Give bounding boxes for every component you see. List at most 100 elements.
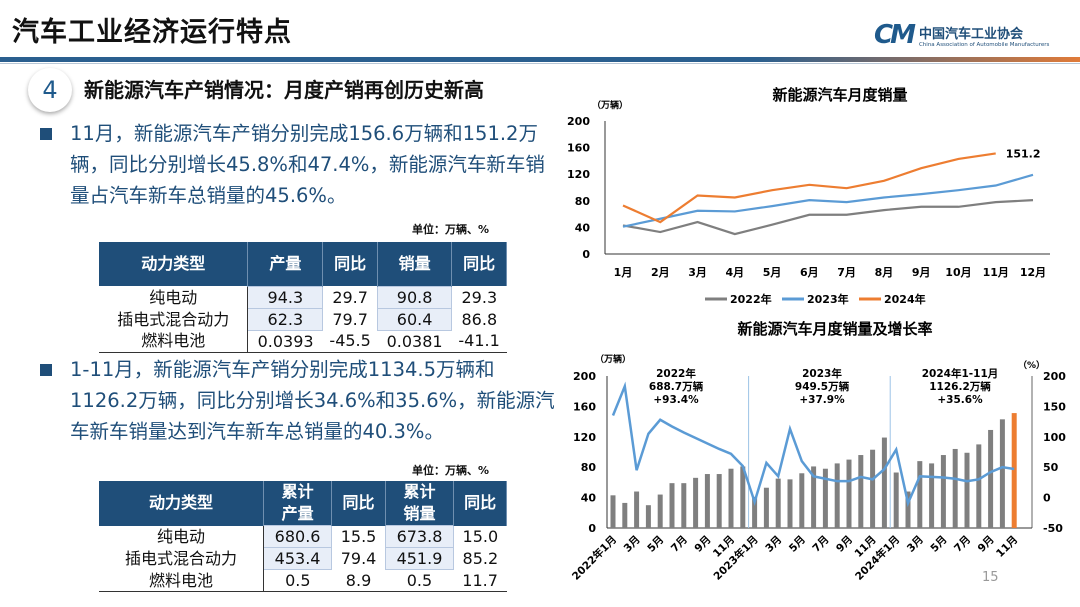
- series-line-2023年: [622, 173, 1034, 228]
- bar: [964, 452, 970, 528]
- table-header: 同比: [331, 481, 386, 526]
- series-line-2024年: [622, 152, 996, 224]
- table-header: 动力类型: [99, 242, 249, 286]
- x-tick-label: 7月: [669, 534, 690, 555]
- table-row: 插电式混合动力 453.4 79.4 451.9 85.2: [99, 547, 507, 570]
- table-cell: 15.5: [340, 527, 377, 546]
- table-cell: 453.4: [262, 547, 333, 570]
- bar: [822, 468, 828, 528]
- year-annotation: +93.4%: [653, 394, 699, 406]
- year-annotation: 688.7万辆: [649, 380, 704, 393]
- x-tick-label: 3月: [622, 534, 643, 555]
- y2-tick-label: 200: [1043, 370, 1066, 383]
- table-header: 累计 销量: [385, 481, 455, 526]
- bar: [858, 455, 864, 528]
- table-cell: -41.1: [451, 330, 507, 353]
- table-cell: 11.7: [453, 569, 507, 592]
- table-row: 燃料电池 0.5 8.9 0.5 11.7: [99, 569, 507, 592]
- table-cell: 29.7: [332, 287, 368, 307]
- header-divider-thin: [0, 63, 1080, 64]
- year-annotation: 949.5万辆: [795, 380, 850, 393]
- bar: [657, 494, 663, 528]
- table-cell: 0.0393: [247, 330, 323, 353]
- table-cell: 燃料电池: [99, 330, 249, 353]
- section-title: 新能源汽车产销情况：月度产销再创历史新高: [84, 74, 484, 103]
- table-header: 产量: [247, 242, 324, 286]
- x-tick-label: 7月: [810, 534, 831, 555]
- year-annotation: 2023年: [802, 367, 842, 380]
- table-cell: 15.0: [462, 527, 499, 546]
- y-tick-label: 200: [567, 115, 590, 128]
- bar: [1011, 413, 1017, 528]
- x-tick-label: 12月: [1020, 266, 1046, 279]
- bar: [929, 463, 935, 528]
- year-annotation: 2022年: [656, 367, 696, 380]
- x-tick-label: 7月: [837, 266, 856, 279]
- table-cell: 79.4: [340, 549, 377, 568]
- y2-tick-label: 100: [1043, 431, 1066, 444]
- bullet-square-icon: [40, 128, 52, 140]
- x-tick-label: 10月: [945, 266, 971, 279]
- bullet-2-text: 1-11月，新能源汽车产销分别完成1134.5万辆和1126.2万辆，同比分别增…: [70, 358, 555, 443]
- chart-sales-growth: 新能源汽车月度销量及增长率 （万辆） （%） 0 40 80 120 160 200 -50 0 50…: [569, 320, 1066, 583]
- table-cell: 680.6: [262, 525, 333, 548]
- bar: [834, 463, 840, 528]
- section-subtitle: 月度产销再创历史新高: [284, 78, 484, 102]
- x-tick-label: 9月: [912, 266, 931, 279]
- y2-tick-label: -50: [1043, 522, 1063, 535]
- page-number: 15: [982, 570, 999, 585]
- table-row: 纯电动 680.6 15.5 673.8 15.0: [99, 525, 507, 548]
- bar: [846, 459, 852, 528]
- table-cell: 8.9: [331, 569, 386, 592]
- legend-label: 2023年: [807, 292, 849, 306]
- bar: [811, 466, 817, 528]
- bar: [917, 461, 923, 528]
- bar: [740, 466, 746, 528]
- bar: [669, 483, 675, 528]
- legend-label: 2024年: [884, 292, 926, 306]
- table-cell: 0.5: [385, 569, 454, 592]
- table-row: 纯电动 94.3 29.7 90.8 29.3: [99, 285, 507, 309]
- table-header: 累计 产量: [263, 481, 333, 526]
- table-header: 销量: [377, 242, 453, 286]
- table-cell: 85.2: [462, 549, 499, 568]
- bar: [787, 479, 793, 528]
- x-tick-label: 6月: [800, 266, 819, 279]
- bar: [645, 505, 651, 528]
- y2-tick-label: 50: [1043, 461, 1059, 474]
- bar: [728, 468, 734, 528]
- bar: [622, 502, 628, 528]
- bar: [976, 444, 982, 528]
- year-annotation: +35.6%: [937, 394, 983, 406]
- y-axis-label: （万辆）: [592, 99, 628, 111]
- bar: [952, 448, 958, 528]
- table-cell: 纯电动: [99, 525, 264, 548]
- caam-logo: CM 中国汽车工业协会 China Association of Automob…: [874, 20, 1049, 50]
- table-cell: 60.4: [377, 307, 453, 331]
- y-tick-label: 0: [588, 522, 596, 535]
- y2-tick-label: 0: [1043, 492, 1051, 505]
- table-cell: 86.8: [461, 309, 498, 329]
- bar: [752, 496, 758, 528]
- y-tick-label: 0: [582, 248, 590, 261]
- table-cell: 94.3: [247, 285, 324, 309]
- bullet-1: 11月，新能源汽车产销分别完成156.6万辆和151.2万辆，同比分别增长45.…: [40, 118, 560, 211]
- bar: [999, 419, 1005, 528]
- year-annotation: 1126.2万辆: [929, 380, 991, 393]
- bar: [634, 491, 640, 528]
- x-tick-label: 3月: [688, 266, 707, 279]
- table-cell: 29.3: [461, 287, 498, 307]
- bullet-1-text: 11月，新能源汽车产销分别完成156.6万辆和151.2万辆，同比分别增长45.…: [70, 122, 545, 207]
- y-axis-label: （万辆）: [595, 353, 631, 365]
- legend-label: 2022年: [730, 292, 772, 306]
- table-cell: 451.9: [384, 547, 455, 570]
- table-header: 同比: [322, 242, 379, 286]
- table-header: 同比: [451, 242, 507, 286]
- section-title-main: 新能源汽车产销情况：: [84, 78, 284, 102]
- bullet-2: 1-11月，新能源汽车产销分别完成1134.5万辆和1126.2万辆，同比分别增…: [40, 354, 560, 447]
- table-monthly: 动力类型 产量 同比 销量 同比 纯电动 94.3 29.7 90.8 29.3 插电式混合动力 62…: [99, 242, 507, 353]
- bar: [881, 437, 887, 528]
- table-cell: 62.3: [247, 307, 324, 331]
- table-cell: 插电式混合动力: [99, 547, 264, 570]
- x-tick-label: 3月: [763, 534, 784, 555]
